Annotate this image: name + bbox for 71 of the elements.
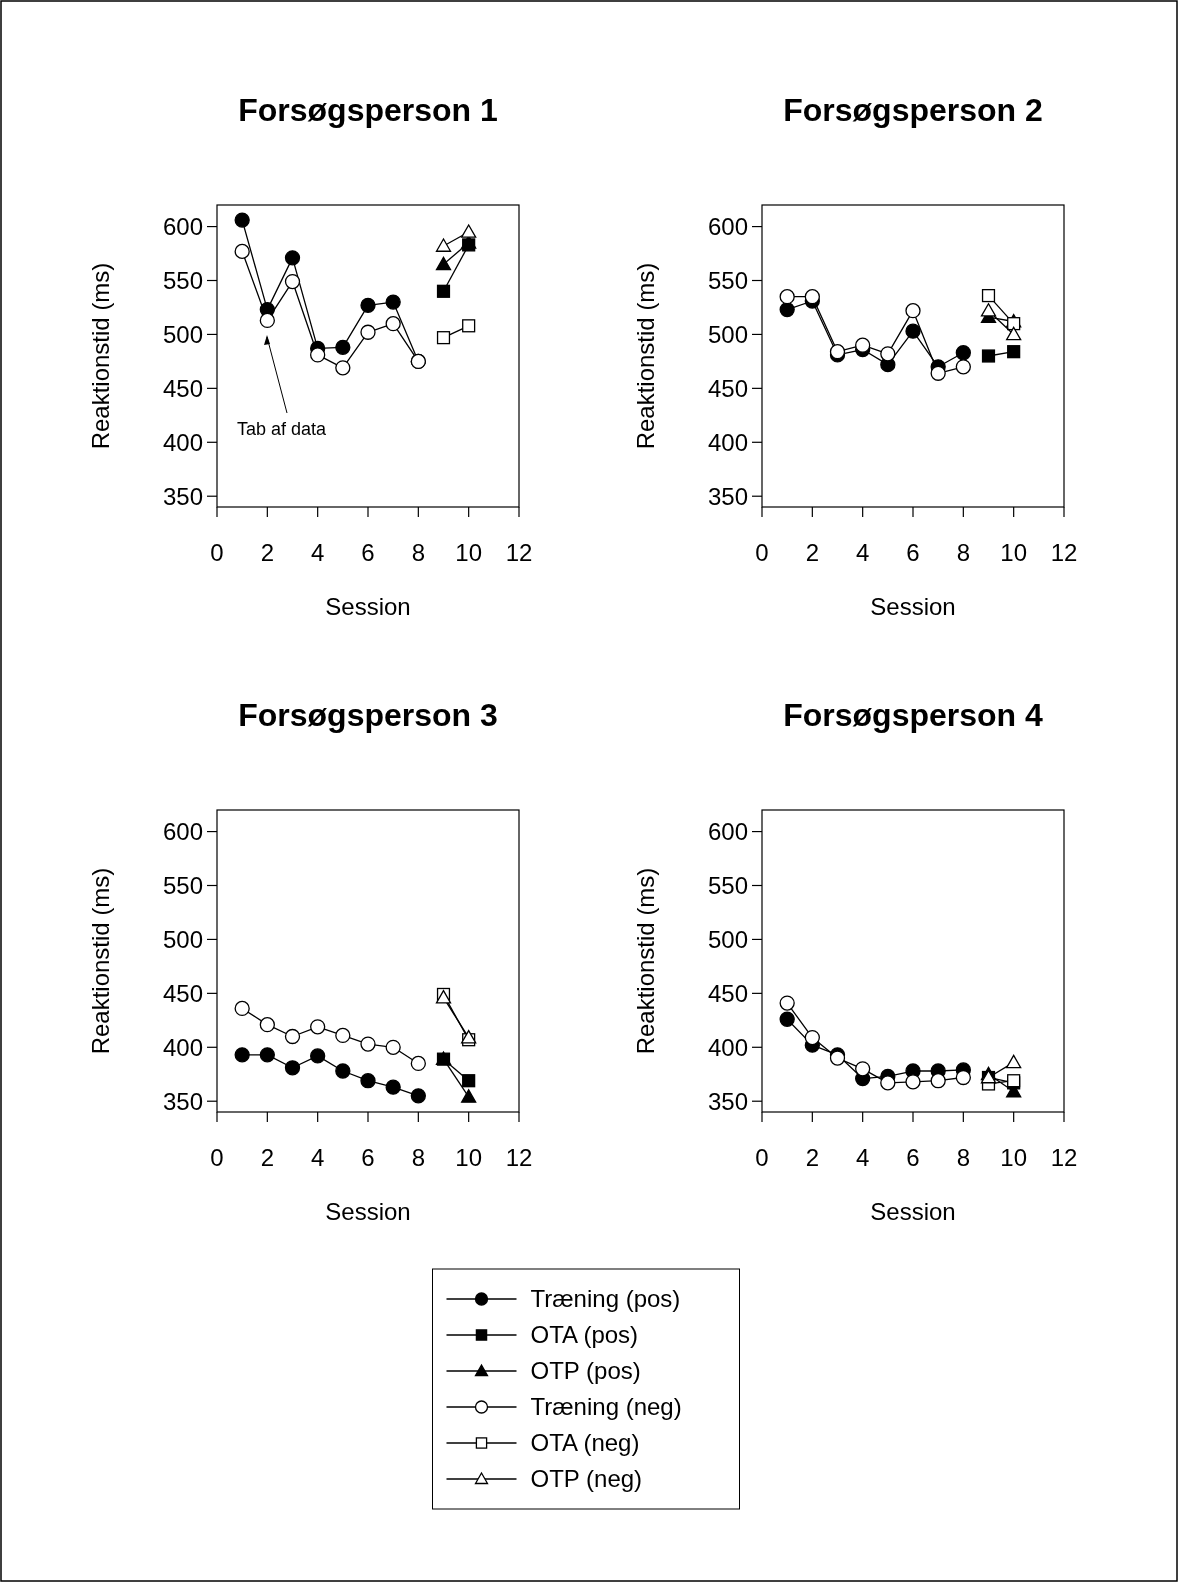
y-tick-label: 450 bbox=[162, 979, 203, 1007]
y-tick-label: 400 bbox=[707, 428, 748, 456]
x-tick-label: 6 bbox=[361, 539, 375, 566]
x-tick-label: 8 bbox=[956, 539, 971, 566]
y-axis-title: Reaktionstid (ms) bbox=[87, 262, 114, 450]
y-tick-label: 550 bbox=[707, 266, 748, 294]
y-tick-label: 500 bbox=[162, 320, 203, 348]
x-axis-title: Session bbox=[325, 1198, 411, 1225]
chart-title: Forsøgsperson 4 bbox=[783, 697, 1044, 733]
x-tick-label: 2 bbox=[805, 1144, 820, 1171]
x-tick-label: 2 bbox=[805, 539, 820, 566]
y-axis-title: Reaktionstid (ms) bbox=[87, 867, 114, 1055]
legend-label: Træning (pos) bbox=[530, 1285, 681, 1313]
x-tick-label: 0 bbox=[210, 1144, 224, 1171]
x-tick-label: 8 bbox=[956, 1144, 971, 1171]
y-tick-label: 600 bbox=[162, 212, 203, 240]
chart-title: Forsøgsperson 2 bbox=[783, 92, 1043, 128]
x-tick-label: 12 bbox=[505, 539, 533, 566]
x-tick-label: 4 bbox=[310, 539, 325, 566]
y-tick-label: 350 bbox=[162, 482, 203, 510]
y-tick-label: 450 bbox=[707, 374, 748, 402]
x-axis-title: Session bbox=[325, 593, 411, 620]
y-tick-label: 600 bbox=[707, 212, 748, 240]
x-tick-label: 6 bbox=[906, 539, 920, 566]
y-tick-label: 400 bbox=[707, 1033, 748, 1061]
y-tick-label: 350 bbox=[707, 1087, 748, 1115]
x-tick-label: 10 bbox=[455, 1144, 483, 1171]
y-tick-label: 550 bbox=[162, 266, 203, 294]
y-tick-label: 500 bbox=[707, 925, 748, 953]
legend-label: OTA (pos) bbox=[530, 1321, 639, 1349]
chart-title: Forsøgsperson 3 bbox=[238, 697, 498, 733]
legend-label: OTP (neg) bbox=[530, 1465, 643, 1493]
y-tick-label: 400 bbox=[162, 1033, 203, 1061]
y-tick-label: 550 bbox=[707, 871, 748, 899]
x-tick-label: 12 bbox=[505, 1144, 533, 1171]
x-tick-label: 8 bbox=[411, 539, 426, 566]
y-tick-label: 450 bbox=[162, 374, 203, 402]
x-tick-label: 0 bbox=[755, 539, 769, 566]
legend-label: OTP (pos) bbox=[530, 1357, 641, 1385]
y-tick-label: 450 bbox=[707, 979, 748, 1007]
x-tick-label: 10 bbox=[1000, 539, 1028, 566]
x-tick-label: 12 bbox=[1050, 1144, 1078, 1171]
y-tick-label: 600 bbox=[162, 817, 203, 845]
x-tick-label: 10 bbox=[1000, 1144, 1028, 1171]
y-tick-label: 550 bbox=[162, 871, 203, 899]
x-tick-label: 4 bbox=[855, 1144, 870, 1171]
x-tick-label: 0 bbox=[210, 539, 224, 566]
y-tick-label: 400 bbox=[162, 428, 203, 456]
y-tick-label: 600 bbox=[707, 817, 748, 845]
y-tick-label: 500 bbox=[707, 320, 748, 348]
legend-label: Træning (neg) bbox=[530, 1393, 682, 1421]
y-axis-title: Reaktionstid (ms) bbox=[632, 262, 659, 450]
y-tick-label: 350 bbox=[707, 482, 748, 510]
x-tick-label: 6 bbox=[906, 1144, 920, 1171]
annotation: Tab af data bbox=[237, 419, 328, 439]
x-tick-label: 2 bbox=[260, 539, 275, 566]
x-tick-label: 6 bbox=[361, 1144, 375, 1171]
x-tick-label: 0 bbox=[755, 1144, 769, 1171]
x-axis-title: Session bbox=[870, 593, 956, 620]
chart-title: Forsøgsperson 1 bbox=[238, 92, 498, 128]
x-tick-label: 8 bbox=[411, 1144, 426, 1171]
x-tick-label: 4 bbox=[310, 1144, 325, 1171]
x-tick-label: 12 bbox=[1050, 539, 1078, 566]
y-tick-label: 350 bbox=[162, 1087, 203, 1115]
legend-label: OTA (neg) bbox=[530, 1429, 640, 1457]
x-axis-title: Session bbox=[870, 1198, 956, 1225]
y-axis-title: Reaktionstid (ms) bbox=[632, 867, 659, 1055]
x-tick-label: 2 bbox=[260, 1144, 275, 1171]
y-tick-label: 500 bbox=[162, 925, 203, 953]
x-tick-label: 10 bbox=[455, 539, 483, 566]
x-tick-label: 4 bbox=[855, 539, 870, 566]
